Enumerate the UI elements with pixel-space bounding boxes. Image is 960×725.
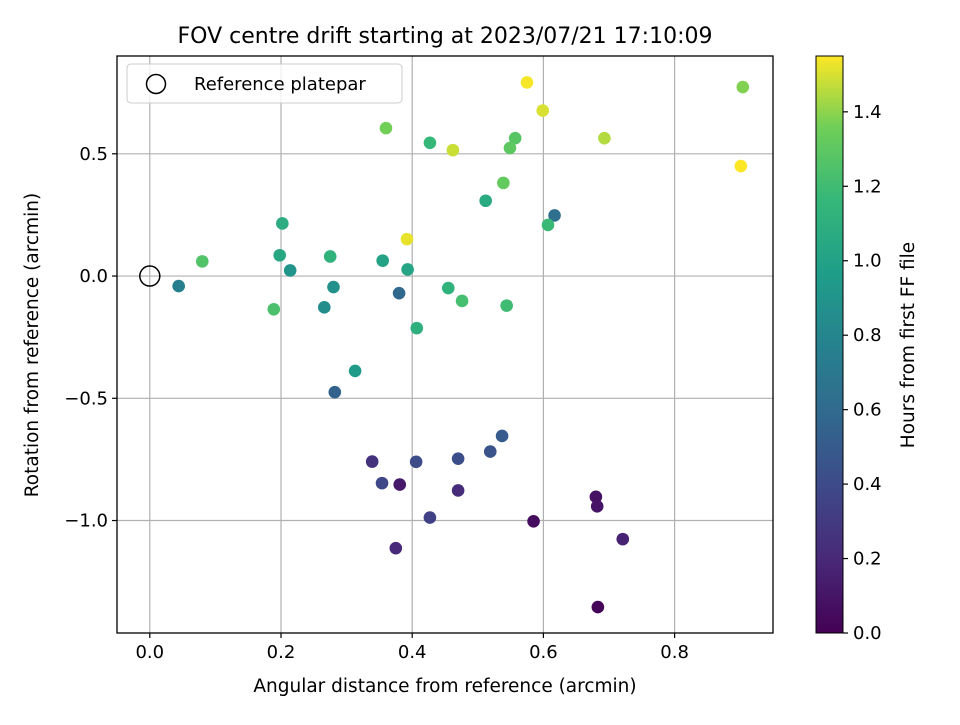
scatter-point — [423, 136, 437, 150]
x-axis-ticks: 0.0 0.2 0.4 0.6 0.8 — [135, 633, 689, 663]
y-axis-ticks: 0.5 0.0 −0.5 −1.0 — [64, 144, 117, 532]
scatter-point — [327, 280, 340, 294]
colorbar-tick-label: 0.8 — [853, 325, 882, 346]
scatter-point — [541, 218, 555, 232]
scatter-point — [503, 141, 517, 155]
scatter-point — [479, 194, 492, 208]
y-tick-label: −0.5 — [64, 388, 108, 409]
plot-area-frame — [116, 55, 774, 634]
colorbar-ticks: 0.0 0.2 0.4 0.6 0.8 1.0 1.2 1.4 — [843, 102, 882, 644]
colorbar-tick-label: 1.2 — [853, 176, 882, 197]
scatter-point — [348, 364, 362, 378]
grid-lines — [117, 56, 773, 633]
x-tick-label: 0.8 — [660, 642, 689, 663]
scatter-point — [451, 484, 465, 497]
scatter-point — [267, 302, 281, 316]
scatter-point — [590, 500, 604, 513]
scatter-point — [393, 478, 407, 491]
colorbar — [816, 56, 843, 633]
scatter-point — [389, 541, 403, 555]
scatter-point — [323, 250, 337, 263]
scatter-point — [734, 159, 748, 173]
chart-title: FOV centre drift starting at 2023/07/21 … — [178, 24, 713, 49]
scatter-point — [616, 532, 630, 546]
scatter-point — [365, 455, 379, 468]
x-tick-label: 0.2 — [267, 642, 296, 663]
scatter-point — [195, 255, 209, 268]
scatter-point — [317, 301, 331, 314]
scatter-point — [598, 131, 611, 145]
colorbar-tick-label: 0.4 — [853, 474, 882, 495]
y-axis-label: Rotation from reference (arcmin) — [22, 193, 43, 497]
scatter-point — [483, 445, 497, 458]
scatter-point — [379, 121, 393, 135]
scatter-point — [273, 248, 286, 262]
scatter-point — [536, 104, 550, 117]
colorbar-label: Hours from first FF file — [898, 242, 919, 448]
y-tick-label: 0.0 — [79, 266, 108, 287]
scatter-point — [441, 281, 455, 295]
scatter-point — [423, 511, 437, 524]
scatter-point — [375, 476, 389, 490]
colorbar-frame — [815, 55, 844, 634]
scatter-point — [508, 131, 522, 145]
scatter-point — [172, 279, 185, 293]
legend-box — [126, 63, 403, 104]
x-tick-label: 0.0 — [135, 642, 164, 663]
scatter-point — [276, 217, 289, 230]
scatter-point — [400, 232, 414, 246]
scatter-point — [401, 263, 414, 276]
scatter-point — [495, 429, 509, 443]
scatter-point — [410, 321, 424, 335]
scatter-point — [455, 294, 469, 308]
x-tick-label: 0.4 — [398, 642, 427, 663]
legend: Reference platepar — [126, 63, 403, 104]
scatter-point — [548, 209, 561, 222]
scatter-point — [446, 143, 460, 157]
legend-label-reference-platepar: Reference platepar — [194, 74, 366, 95]
colorbar-tick-label: 0.0 — [853, 623, 882, 644]
scatter-point — [736, 80, 750, 94]
scatter-point — [527, 514, 540, 528]
colorbar-tick-label: 0.6 — [853, 400, 882, 421]
data-points — [172, 76, 750, 614]
legend-open-circle-marker — [145, 73, 167, 95]
scatter-point — [589, 490, 603, 504]
reference-platepar-marker — [139, 265, 161, 287]
scatter-point — [520, 76, 534, 89]
x-tick-label: 0.6 — [529, 642, 558, 663]
colorbar-tick-label: 0.2 — [853, 549, 882, 570]
scatter-point — [376, 254, 389, 267]
scatter-point — [328, 385, 342, 399]
y-tick-label: −1.0 — [64, 511, 108, 532]
y-tick-label: 0.5 — [79, 144, 108, 165]
scatter-point — [283, 264, 297, 277]
colorbar-tick-label: 1.4 — [853, 102, 882, 123]
scatter-point — [409, 455, 423, 469]
colorbar-tick-label: 1.0 — [853, 251, 882, 272]
scatter-point — [451, 452, 465, 465]
scatter-point — [392, 286, 406, 300]
x-axis-label: Angular distance from reference (arcmin) — [253, 676, 636, 697]
scatter-point — [591, 600, 605, 614]
scatter-point — [497, 176, 510, 190]
scatter-point — [500, 299, 513, 312]
